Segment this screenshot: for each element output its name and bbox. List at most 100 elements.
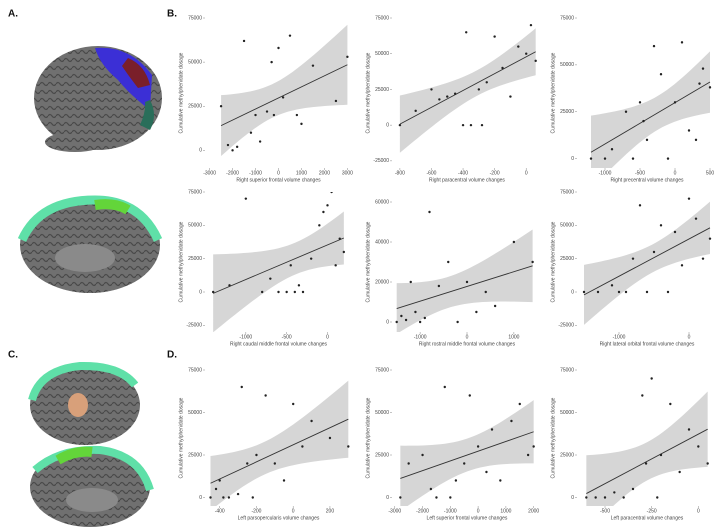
point	[681, 41, 683, 43]
point	[215, 488, 217, 490]
x-tick-label: 0	[466, 334, 469, 340]
point	[318, 224, 320, 226]
y-tick-label: 0	[571, 156, 574, 162]
y-tick-label: 75000	[375, 15, 389, 21]
x-axis-label: Left superior frontal volume changes	[427, 515, 508, 521]
x-tick-label: 1000	[508, 334, 519, 340]
point	[343, 251, 345, 253]
panel-label: C.	[8, 350, 18, 361]
point	[611, 148, 613, 150]
y-tick-label: 50000	[188, 59, 202, 65]
x-axis-label: Right precentral volume changes	[610, 177, 684, 183]
point	[667, 291, 669, 293]
plot	[399, 24, 537, 153]
y-tick-label: 0	[386, 495, 389, 501]
point	[294, 291, 296, 293]
point	[510, 420, 512, 422]
point	[604, 496, 606, 498]
point	[639, 204, 641, 206]
plot	[220, 25, 349, 156]
point	[330, 191, 332, 193]
point	[674, 231, 676, 233]
y-tick-label: 0	[571, 289, 574, 295]
x-tick-label: 500	[706, 170, 715, 176]
confidence-band	[591, 51, 710, 188]
point	[709, 86, 711, 88]
point	[499, 479, 501, 481]
point	[326, 204, 328, 206]
point	[660, 224, 662, 226]
y-tick-label: 0	[386, 122, 389, 128]
point	[466, 281, 468, 283]
y-tick-label: 25000	[375, 87, 389, 93]
x-tick-label: -500	[282, 334, 292, 340]
y-tick-label: 60000	[375, 199, 389, 205]
point	[698, 82, 700, 84]
brain-medial-right	[20, 197, 160, 293]
point	[674, 101, 676, 103]
point	[653, 251, 655, 253]
y-tick-label: 0	[571, 495, 574, 501]
x-tick-label: 3000	[342, 170, 353, 176]
point	[252, 496, 254, 498]
point	[645, 462, 647, 464]
point	[410, 281, 412, 283]
point	[531, 261, 533, 263]
point	[481, 124, 483, 126]
x-axis-label: Left parsopercularis volume changes	[238, 515, 320, 521]
point	[236, 146, 238, 148]
point	[347, 445, 349, 447]
point	[470, 124, 472, 126]
point	[465, 31, 467, 33]
point	[435, 496, 437, 498]
y-axis-label: Cumulative methylphenidate dosage	[178, 52, 184, 133]
point	[310, 257, 312, 259]
point	[632, 157, 634, 159]
y-tick-label: -25000	[186, 323, 202, 329]
x-tick-label: 1000	[296, 170, 307, 176]
point	[513, 241, 515, 243]
point	[245, 197, 247, 199]
point	[334, 264, 336, 266]
panel-label: A.	[8, 9, 18, 20]
point	[282, 96, 284, 98]
point	[329, 437, 331, 439]
confidence-band	[400, 28, 536, 152]
brain-lateral-left	[30, 365, 140, 445]
x-tick-label: 0	[688, 334, 691, 340]
point	[407, 462, 409, 464]
y-tick-label: 50000	[188, 410, 202, 416]
y-tick-label: 25000	[375, 452, 389, 458]
point	[444, 386, 446, 388]
y-axis-label: Cumulative methylphenidate dosage	[365, 52, 371, 133]
point	[462, 124, 464, 126]
point	[646, 139, 648, 141]
x-tick-label: -250	[647, 508, 657, 514]
y-tick-label: 75000	[188, 15, 202, 21]
x-tick-label: -1000	[599, 170, 612, 176]
y-tick-label: 75000	[560, 15, 574, 21]
point	[250, 132, 252, 134]
point	[219, 479, 221, 481]
x-tick-label: -800	[395, 170, 405, 176]
point	[477, 445, 479, 447]
point	[478, 88, 480, 90]
point	[597, 291, 599, 293]
x-tick-label: -500	[600, 508, 610, 514]
point	[463, 462, 465, 464]
point	[530, 24, 532, 26]
point	[255, 454, 257, 456]
point	[430, 488, 432, 490]
x-axis-label: Right lateral orbital frontal volume cha…	[600, 341, 695, 347]
point	[618, 291, 620, 293]
point	[646, 291, 648, 293]
point	[532, 445, 534, 447]
point	[469, 394, 471, 396]
brain-lateral-right	[34, 46, 162, 152]
point	[667, 157, 669, 159]
y-axis-label: Cumulative methylphenidate dosage	[178, 397, 184, 478]
x-tick-label: -200	[251, 508, 261, 514]
point	[430, 88, 432, 90]
point	[220, 105, 222, 107]
y-axis-label: Cumulative methylphenidate dosage	[550, 397, 556, 478]
